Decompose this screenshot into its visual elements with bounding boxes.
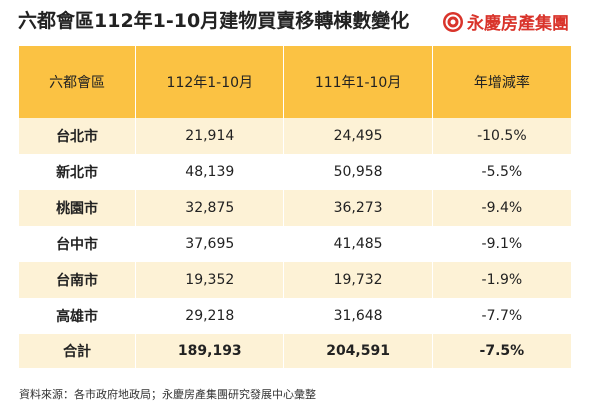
cell-111: 19,732 (283, 262, 433, 298)
table-row: 新北市 48,139 50,958 -5.5% (19, 154, 571, 190)
cell-change: -1.9% (431, 262, 571, 298)
cell-region: 桃園市 (19, 190, 136, 226)
source-note: 資料來源：各市政府地政局；永慶房產集團研究發展中心彙整 (19, 388, 316, 401)
cell-region: 台南市 (19, 262, 136, 298)
cell-total-111: 204,591 (283, 334, 433, 368)
cell-change: -9.1% (431, 226, 571, 262)
brand-logo: 永慶房產集團 (443, 9, 569, 34)
cell-112: 19,352 (135, 262, 284, 298)
table-row: 台南市 19,352 19,732 -1.9% (19, 262, 571, 298)
cell-region: 台北市 (19, 118, 136, 154)
cell-112: 21,914 (135, 118, 284, 154)
column-header-112: 112年1-10月 (135, 46, 284, 118)
page-title: 六都會區112年1-10月建物買賣移轉棟數變化 (18, 10, 410, 32)
transfer-table: 六都會區 112年1-10月 111年1-10月 年增減率 台北市 21,914… (19, 46, 571, 368)
column-header-change: 年增減率 (431, 46, 571, 118)
cell-region: 高雄市 (19, 298, 136, 334)
column-header-region: 六都會區 (19, 46, 136, 118)
cell-change: -9.4% (431, 190, 571, 226)
cell-change: -7.7% (431, 298, 571, 334)
cell-region: 新北市 (19, 154, 136, 190)
cell-112: 29,218 (135, 298, 284, 334)
cell-change: -10.5% (431, 118, 571, 154)
table-row: 台中市 37,695 41,485 -9.1% (19, 226, 571, 262)
cell-region: 台中市 (19, 226, 136, 262)
table-row: 高雄市 29,218 31,648 -7.7% (19, 298, 571, 334)
cell-total-label: 合計 (19, 334, 136, 368)
cell-total-112: 189,193 (135, 334, 284, 368)
cell-total-change: -7.5% (431, 334, 571, 368)
cell-111: 36,273 (283, 190, 433, 226)
cell-112: 32,875 (135, 190, 284, 226)
cell-111: 31,648 (283, 298, 433, 334)
cell-111: 24,495 (283, 118, 433, 154)
table-header-row: 六都會區 112年1-10月 111年1-10月 年增減率 (19, 46, 571, 118)
brand-logo-text: 永慶房產集團 (467, 14, 569, 34)
cell-112: 37,695 (135, 226, 284, 262)
table-row: 桃園市 32,875 36,273 -9.4% (19, 190, 571, 226)
cell-change: -5.5% (431, 154, 571, 190)
cell-112: 48,139 (135, 154, 284, 190)
cell-111: 50,958 (283, 154, 433, 190)
table-total-row: 合計 189,193 204,591 -7.5% (19, 334, 571, 368)
cell-111: 41,485 (283, 226, 433, 262)
brand-logo-icon (443, 11, 463, 32)
column-header-111: 111年1-10月 (283, 46, 433, 118)
table-row: 台北市 21,914 24,495 -10.5% (19, 118, 571, 154)
